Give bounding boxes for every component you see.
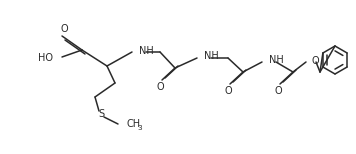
Text: O: O — [311, 56, 319, 66]
Text: O: O — [156, 82, 164, 92]
Text: O: O — [224, 86, 232, 96]
Text: S: S — [98, 109, 104, 119]
Text: HO: HO — [38, 53, 53, 63]
Text: NH: NH — [139, 46, 154, 56]
Text: NH: NH — [269, 55, 284, 65]
Text: O: O — [60, 24, 68, 34]
Text: 3: 3 — [137, 125, 142, 131]
Text: O: O — [274, 86, 282, 96]
Text: CH: CH — [126, 119, 140, 129]
Text: NH: NH — [204, 51, 219, 61]
